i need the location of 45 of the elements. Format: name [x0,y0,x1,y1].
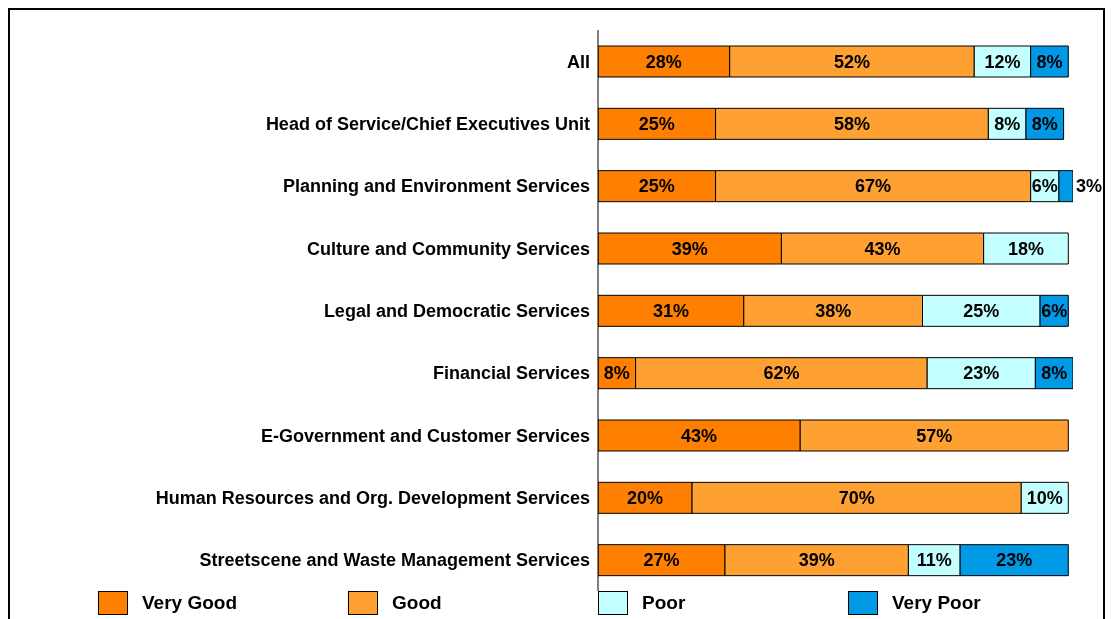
data-label: 8% [1041,363,1068,384]
y-tick-label: E-Government and Customer Services [260,425,590,446]
data-label: 23% [996,550,1033,571]
data-label: 25% [638,114,675,135]
y-tick-label: Planning and Environment Services [282,176,590,197]
legend-label: Very Poor [892,592,981,614]
data-label: 3% [1076,176,1103,197]
data-label: 31% [652,301,689,322]
y-tick-label: Financial Services [432,363,590,384]
legend-label: Good [392,592,442,614]
y-tick-label: Human Resources and Org. Development Services [155,487,590,508]
data-label: 67% [855,176,892,197]
y-tick-label: Culture and Community Services [306,238,590,259]
legend-label: Poor [642,592,686,614]
y-tick-label: Legal and Democratic Services [323,300,590,321]
data-label: 23% [963,363,1000,384]
data-label: 39% [798,550,835,571]
data-label: 20% [627,488,664,509]
data-label: 6% [1041,301,1068,322]
data-label: 52% [833,51,870,72]
data-label: 43% [864,238,901,259]
data-label: 70% [838,488,875,509]
data-label: 10% [1026,488,1063,509]
data-label: 8% [1031,114,1058,135]
data-label: 6% [1031,176,1058,197]
data-label: 12% [984,51,1021,72]
data-label: 39% [671,238,708,259]
data-label: 8% [1036,51,1063,72]
y-tick-label: Head of Service/Chief Executives Unit [265,113,590,134]
legend-label: Very Good [142,592,238,614]
data-label: 38% [815,301,852,322]
data-label: 8% [603,363,630,384]
data-label: 57% [916,425,953,446]
data-label: 58% [833,114,870,135]
data-label: 62% [763,363,800,384]
data-label: 25% [638,176,675,197]
data-label: 43% [681,425,718,446]
data-label: 28% [645,51,682,72]
data-label: 8% [994,114,1021,135]
data-label: 27% [643,550,680,571]
data-label: 18% [1007,238,1044,259]
y-tick-label: All [566,51,590,72]
data-label: 25% [963,301,1000,322]
data-label: 11% [916,550,952,571]
y-tick-label: Streetscene and Waste Management Services [199,550,590,571]
